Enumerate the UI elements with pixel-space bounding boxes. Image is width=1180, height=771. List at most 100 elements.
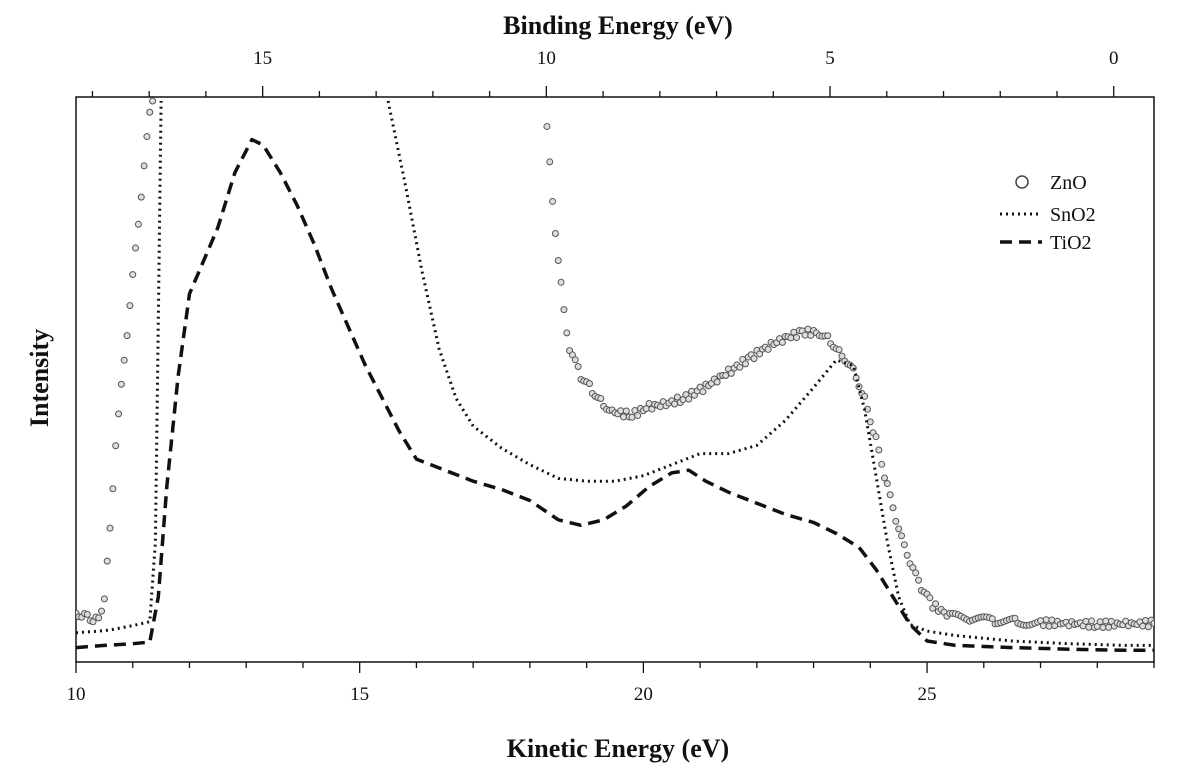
zno-point — [551, 229, 559, 237]
zno-point — [1139, 622, 1147, 630]
zno-point — [1102, 617, 1110, 625]
zno-point — [617, 407, 625, 415]
zno-point — [126, 302, 134, 310]
zno-point — [109, 485, 117, 493]
zno-point — [557, 278, 565, 286]
legend-label-sno2: SnO2 — [1050, 204, 1096, 226]
zno-point — [778, 338, 786, 346]
zno-point — [1150, 619, 1154, 627]
zno-point — [764, 345, 772, 353]
x-tick-label: 25 — [918, 684, 937, 705]
legend-marker-zno — [1015, 175, 1029, 189]
zno-point — [634, 412, 642, 420]
series-zno — [76, 97, 1154, 632]
zno-point — [741, 360, 749, 368]
zno-point — [115, 410, 123, 418]
zno-point — [878, 460, 886, 468]
zno-point — [597, 395, 605, 403]
x-axis-title: Kinetic Energy (eV) — [507, 734, 729, 763]
zno-point — [900, 541, 908, 549]
zno-point — [112, 442, 120, 450]
zno-point — [585, 380, 593, 388]
zno-point — [620, 413, 628, 421]
zno-point — [1144, 623, 1152, 631]
zno-point — [129, 271, 137, 279]
zno-point — [143, 133, 151, 141]
x2-tick-label: 10 — [537, 48, 556, 69]
x-tick-label: 15 — [350, 684, 369, 705]
legend-label-zno: ZnO — [1050, 172, 1087, 194]
zno-point — [787, 334, 795, 342]
zno-point — [793, 334, 801, 342]
zno-point — [140, 162, 148, 170]
zno-point — [571, 356, 579, 364]
zno-point — [727, 369, 735, 377]
zno-point — [889, 504, 897, 512]
zno-point — [926, 594, 934, 602]
zno-point — [146, 108, 154, 116]
zno-point — [83, 610, 91, 618]
zno-point — [881, 474, 888, 482]
zno-point — [872, 433, 880, 441]
zno-point — [1085, 623, 1093, 631]
zno-point — [123, 332, 131, 340]
zno-point — [137, 193, 145, 201]
top-axis: 15 10 5 0 — [91, 48, 1119, 97]
zno-point — [835, 346, 843, 354]
x-tick-label: 10 — [67, 684, 86, 705]
zno-point — [132, 244, 140, 252]
legend: ZnO SnO2 TiO2 — [1000, 172, 1096, 254]
zno-point — [106, 524, 114, 532]
zno-point — [622, 407, 630, 415]
zno-point — [117, 380, 125, 388]
zno-point — [1048, 616, 1056, 624]
legend-label-tio2: TiO2 — [1050, 232, 1092, 254]
zno-point — [1042, 616, 1050, 624]
zno-point — [563, 329, 571, 337]
zno-point — [549, 197, 557, 205]
zno-point — [1141, 616, 1149, 624]
zno-point — [1045, 622, 1053, 630]
zno-point — [134, 220, 142, 228]
zno-point — [574, 362, 582, 370]
x2-tick-label: 0 — [1109, 48, 1119, 69]
zno-point — [898, 532, 906, 540]
zno-point — [713, 378, 721, 386]
zno-point — [804, 325, 812, 333]
zno-point — [1105, 623, 1113, 631]
series-sno2-line — [76, 100, 163, 635]
zno-point — [1088, 617, 1096, 625]
x-tick-label: 20 — [634, 684, 653, 705]
zno-point — [149, 97, 157, 105]
x2-axis-title: Binding Energy (eV) — [503, 11, 733, 40]
zno-point — [801, 331, 809, 339]
zno-point — [909, 564, 917, 572]
zno-point — [560, 306, 568, 314]
zno-point — [736, 363, 744, 371]
zno-point — [628, 413, 636, 421]
zno-point — [120, 356, 128, 364]
zno-point — [875, 446, 883, 454]
bottom-axis: 10 15 20 25 — [67, 662, 1155, 705]
y-axis-title: Intensity — [25, 329, 54, 427]
zno-point — [546, 158, 554, 166]
zno-point — [543, 122, 551, 130]
zno-point — [824, 332, 832, 340]
zno-point — [895, 525, 903, 533]
zno-point — [883, 480, 891, 488]
zno-point — [673, 393, 681, 401]
zno-point — [912, 569, 920, 577]
zno-point — [892, 517, 900, 525]
zno-point — [685, 395, 693, 403]
zno-point — [932, 600, 940, 608]
zno-point — [103, 557, 111, 565]
zno-point — [95, 614, 103, 622]
zno-point — [722, 372, 730, 380]
zno-point — [915, 576, 923, 584]
zno-point — [699, 388, 707, 396]
zno-point — [100, 595, 108, 603]
zno-point — [554, 257, 562, 265]
zno-point — [1099, 623, 1107, 631]
